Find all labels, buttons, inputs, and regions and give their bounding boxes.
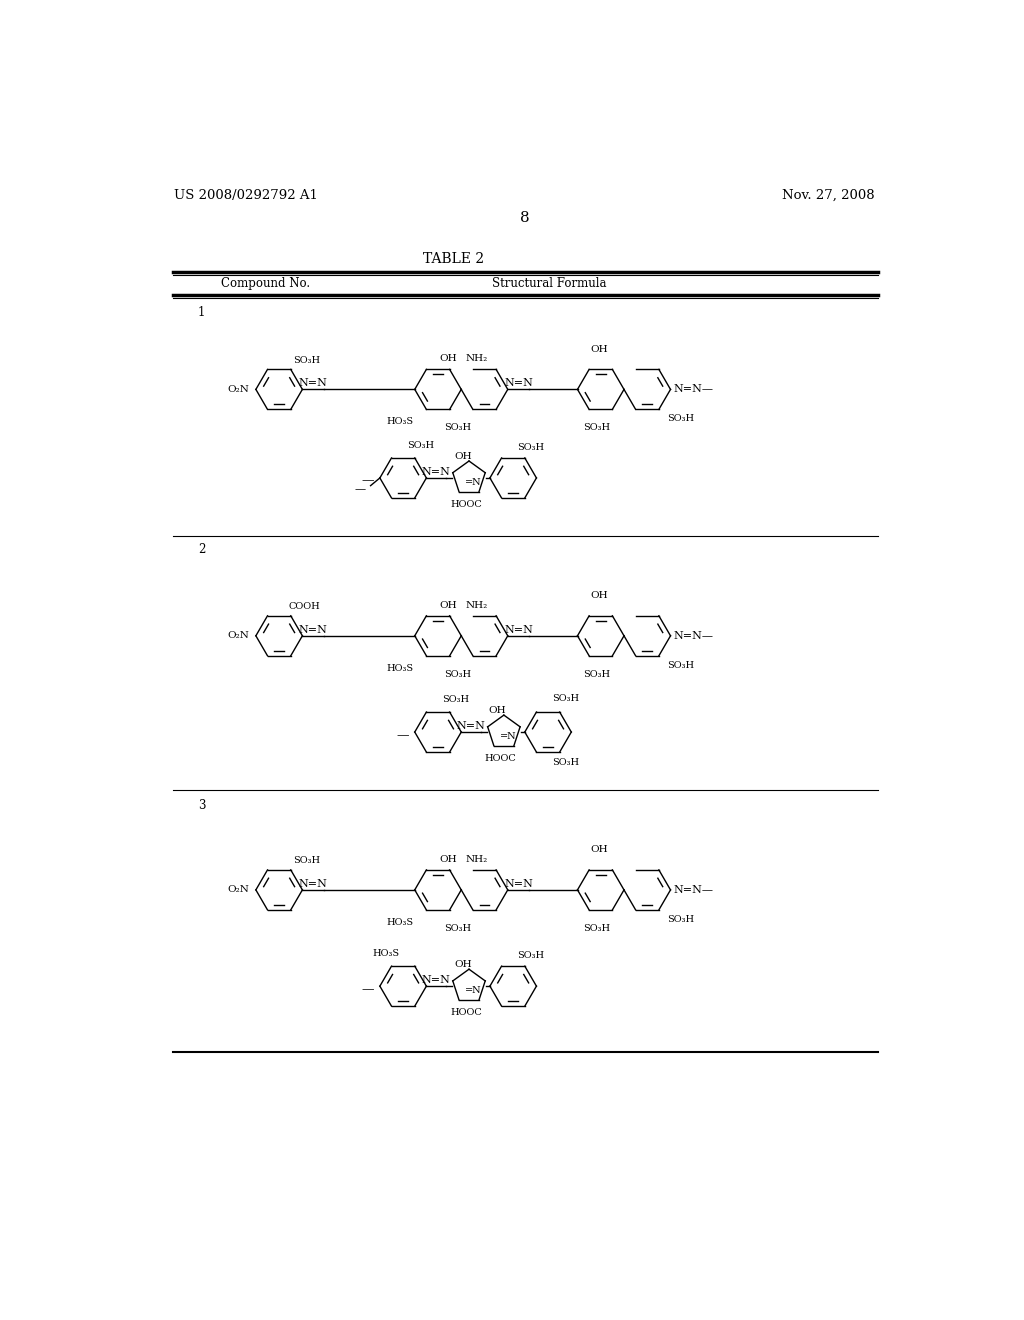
Text: Structural Formula: Structural Formula [493,277,607,290]
Text: N=N: N=N [299,879,328,888]
Text: —: — [361,474,374,487]
Text: OH: OH [591,845,608,854]
Text: SO₃H: SO₃H [584,924,610,933]
Text: Compound No.: Compound No. [221,277,310,290]
Text: SO₃H: SO₃H [443,924,471,933]
Text: TABLE 2: TABLE 2 [423,252,484,265]
Text: SO₃H: SO₃H [407,441,434,450]
Text: COOH: COOH [289,602,321,611]
Text: SO₃H: SO₃H [552,694,579,702]
Text: —: — [354,483,366,494]
Text: OH: OH [591,591,608,601]
Text: NH₂: NH₂ [465,854,487,863]
Text: SO₃H: SO₃H [443,424,471,433]
Text: Nov. 27, 2008: Nov. 27, 2008 [782,189,876,202]
Text: SO₃H: SO₃H [667,660,693,669]
Text: 8: 8 [520,211,529,226]
Text: N=N: N=N [299,624,328,635]
Text: O₂N: O₂N [227,385,250,393]
Text: N=N—: N=N— [674,884,714,895]
Text: N=N: N=N [504,879,534,888]
Text: SO₃H: SO₃H [293,355,321,364]
Text: OH: OH [454,960,472,969]
Text: SO₃H: SO₃H [517,442,544,451]
Text: NH₂: NH₂ [465,601,487,610]
Text: =N: =N [465,478,481,487]
Text: N=N: N=N [421,975,451,985]
Text: SO₃H: SO₃H [517,950,544,960]
Text: SO₃H: SO₃H [442,696,469,704]
Text: —: — [396,729,409,742]
Text: =N: =N [500,733,517,741]
Text: OH: OH [454,451,472,461]
Text: SO₃H: SO₃H [584,424,610,433]
Text: HO₃S: HO₃S [372,949,399,958]
Text: OH: OH [439,601,457,610]
Text: OH: OH [439,354,457,363]
Text: N=N: N=N [421,467,451,477]
Text: 1: 1 [198,306,206,319]
Text: NH₂: NH₂ [465,354,487,363]
Text: SO₃H: SO₃H [584,669,610,678]
Text: SO₃H: SO₃H [667,915,693,924]
Text: HO₃S: HO₃S [386,417,414,426]
Text: HOOC: HOOC [450,500,481,508]
Text: N=N—: N=N— [674,384,714,395]
Text: N=N—: N=N— [674,631,714,640]
Text: HO₃S: HO₃S [386,917,414,927]
Text: US 2008/0292792 A1: US 2008/0292792 A1 [174,189,318,202]
Text: N=N: N=N [299,379,328,388]
Text: SO₃H: SO₃H [552,759,579,767]
Text: HO₃S: HO₃S [386,664,414,673]
Text: SO₃H: SO₃H [667,414,693,424]
Text: HOOC: HOOC [450,1008,481,1016]
Text: SO₃H: SO₃H [443,669,471,678]
Text: SO₃H: SO₃H [293,857,321,865]
Text: OH: OH [439,854,457,863]
Text: 2: 2 [198,543,206,556]
Text: N=N: N=N [504,624,534,635]
Text: O₂N: O₂N [227,886,250,895]
Text: OH: OH [591,345,608,354]
Text: N=N: N=N [504,379,534,388]
Text: OH: OH [488,706,507,715]
Text: 3: 3 [198,799,206,812]
Text: =N: =N [465,986,481,995]
Text: O₂N: O₂N [227,631,250,640]
Text: HOOC: HOOC [485,754,517,763]
Text: —: — [361,982,374,995]
Text: N=N: N=N [456,721,485,731]
